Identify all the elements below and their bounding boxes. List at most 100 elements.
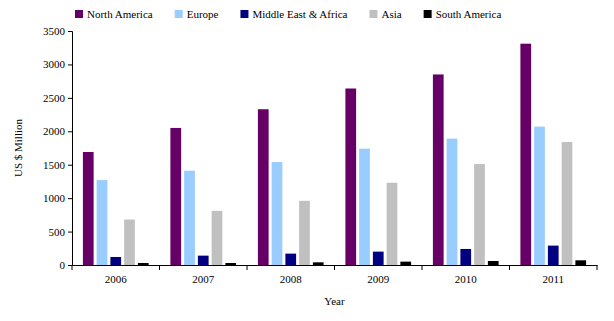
legend-swatch — [240, 10, 248, 18]
y-axis-line — [68, 32, 73, 266]
y-tick-mark — [68, 198, 72, 199]
y-tick-label: 500 — [49, 226, 66, 238]
bar — [97, 180, 108, 265]
legend: North America Europe Middle East & Africa A… — [75, 8, 501, 20]
bar — [83, 152, 94, 265]
category-separator — [509, 265, 510, 270]
bar — [433, 74, 444, 265]
x-axis: 2006 2007 2008 2009 2010 2011 — [73, 265, 598, 285]
y-tick-label: 2000 — [43, 125, 66, 137]
y-tick: 1500 — [43, 159, 72, 171]
bar-series — [83, 44, 531, 265]
bar — [170, 128, 181, 265]
legend-swatch — [369, 10, 377, 18]
bar — [138, 263, 149, 265]
bar — [488, 261, 499, 265]
bar-series — [97, 127, 545, 265]
x-tick-label: 2011 — [542, 273, 564, 285]
legend-label: Middle East & Africa — [252, 8, 347, 20]
bar — [212, 211, 223, 265]
bar — [313, 262, 324, 265]
x-tick-label: 2007 — [192, 273, 215, 285]
y-tick: 0 — [60, 259, 73, 271]
legend-item: South America — [424, 8, 502, 20]
x-tick: 2008 — [280, 265, 303, 285]
y-tick-mark — [68, 232, 72, 233]
bar — [520, 44, 531, 265]
chart: 0 500 1000 1500 2000 2500 3000 3500 2006 2007 2008… — [0, 0, 614, 321]
legend-swatch — [75, 10, 83, 18]
legend-item: Middle East & Africa — [240, 8, 347, 20]
category-separator — [159, 265, 160, 270]
bar — [124, 220, 135, 265]
bar-series — [110, 246, 558, 265]
legend-item: North America — [75, 8, 153, 20]
bar — [575, 260, 586, 265]
x-tick-label: 2006 — [105, 273, 128, 285]
y-tick-mark — [68, 165, 72, 166]
category-separators — [72, 265, 597, 270]
y-tick-label: 3000 — [43, 58, 66, 70]
x-tick-label: 2010 — [455, 273, 478, 285]
x-tick: 2010 — [455, 265, 478, 285]
bar — [562, 142, 573, 265]
bar — [460, 249, 471, 265]
category-separator — [597, 265, 598, 270]
y-tick-label: 1500 — [43, 159, 66, 171]
bar — [110, 257, 121, 265]
y-tick-label: 3500 — [43, 25, 66, 37]
bar — [345, 88, 356, 265]
bar — [400, 262, 411, 265]
bar — [548, 246, 559, 265]
category-separator — [334, 265, 335, 270]
y-tick: 2500 — [43, 92, 72, 104]
y-tick-mark — [68, 131, 72, 132]
legend-label: Europe — [187, 8, 219, 20]
plot-area: 0 500 1000 1500 2000 2500 3000 3500 2006 2007 2008… — [43, 25, 598, 285]
y-tick: 500 — [49, 226, 73, 238]
category-separator — [72, 265, 73, 270]
bar-series — [138, 260, 586, 265]
y-tick: 1000 — [43, 192, 72, 204]
y-tick-label: 2500 — [43, 92, 66, 104]
bar — [285, 254, 296, 265]
legend-swatch — [175, 10, 183, 18]
legend-label: North America — [87, 8, 153, 20]
y-axis-title: US $ Million — [12, 118, 24, 177]
bars — [83, 44, 586, 265]
y-tick: 3000 — [43, 58, 72, 70]
legend-item: Europe — [175, 8, 219, 20]
bar — [447, 139, 458, 265]
y-tick: 2000 — [43, 125, 72, 137]
y-tick: 3500 — [43, 25, 72, 37]
bar — [474, 164, 485, 265]
bar — [272, 162, 283, 265]
x-tick: 2011 — [542, 265, 564, 285]
bar — [198, 256, 209, 265]
bar — [359, 149, 370, 265]
legend-swatch — [424, 10, 432, 18]
bar — [373, 252, 384, 265]
x-tick: 2009 — [367, 265, 390, 285]
bar — [225, 263, 236, 265]
y-tick-mark — [68, 64, 72, 65]
bar — [387, 183, 398, 265]
category-separator — [247, 265, 248, 270]
bar-series — [124, 142, 572, 265]
x-tick: 2007 — [192, 265, 215, 285]
y-tick-label: 1000 — [43, 192, 66, 204]
y-tick-mark — [68, 98, 72, 99]
y-tick-mark — [68, 265, 72, 266]
y-tick-label: 0 — [60, 259, 66, 271]
x-tick: 2006 — [105, 265, 128, 285]
legend-label: Asia — [381, 8, 401, 20]
bar — [299, 201, 310, 265]
bar — [184, 171, 195, 265]
legend-label: South America — [436, 8, 502, 20]
bar — [258, 109, 269, 265]
y-axis: 0 500 1000 1500 2000 2500 3000 3500 — [43, 25, 73, 271]
y-tick-mark — [68, 31, 72, 32]
category-separator — [422, 265, 423, 270]
bar — [534, 127, 545, 265]
x-axis-title: Year — [324, 295, 345, 307]
